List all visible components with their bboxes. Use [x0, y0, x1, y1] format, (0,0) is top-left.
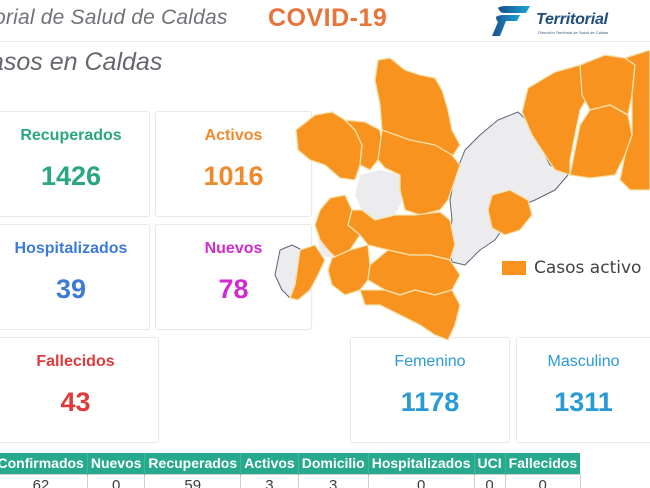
page-subtitle: asos en Caldas [0, 48, 163, 76]
column-header: UCI [474, 453, 506, 474]
territorial-logo: Territorial Dirección Territorial de Sal… [490, 4, 620, 38]
card-label: Activos [204, 127, 263, 144]
card-value: 39 [55, 274, 87, 304]
card-recuperados: Recuperados 1426 [0, 111, 150, 217]
card-value: 43 [60, 387, 91, 417]
card-label: Nuevos [204, 240, 263, 257]
map-region [377, 129, 461, 216]
card-label: Recuperados [20, 127, 122, 144]
logo-tagline: Dirección Territorial de Salud de Caldas [538, 30, 609, 35]
table-cell: 62 [0, 473, 88, 488]
card-hospitalizados: Hospitalizados 39 [0, 224, 150, 330]
table-cell: 3 [240, 473, 299, 488]
column-header: Nuevos [87, 453, 146, 474]
column-header: Hospitalizados [368, 453, 475, 474]
legend-swatch-icon [502, 261, 526, 275]
map-region [289, 244, 326, 301]
card-label: Hospitalizados [14, 240, 128, 257]
map-region [579, 54, 636, 116]
logo-text: Territorial [536, 11, 608, 28]
column-header: Confirmados [0, 453, 88, 474]
card-femenino: Femenino 1178 [350, 337, 510, 443]
map-region [347, 209, 456, 261]
column-header: Recuperados [144, 453, 242, 474]
card-value: 1426 [40, 161, 102, 191]
table-cell: 0 [473, 473, 506, 488]
map-legend: Casos activo [502, 258, 641, 278]
card-label: Femenino [394, 353, 466, 370]
table-cell: 3 [297, 473, 369, 488]
map-region [359, 289, 461, 341]
map-region [344, 119, 383, 171]
header-bar: orial de Salud de Caldas COVID-19 Territ… [0, 0, 650, 42]
card-label: Masculino [547, 353, 620, 370]
territorial-logo-icon [492, 6, 530, 36]
column-header: Domicilio [298, 453, 369, 474]
table-row: 62 0 59 3 3 0 0 0 [0, 473, 581, 488]
org-title: orial de Salud de Caldas [0, 6, 228, 29]
table-cell: 59 [144, 473, 242, 488]
card-fallecidos: Fallecidos 43 [0, 337, 159, 443]
card-masculino: Masculino 1311 [516, 337, 650, 443]
map-region [327, 244, 371, 296]
covid-title: COVID-19 [268, 4, 388, 32]
summary-table-container: Confirmados Nuevos Recuperados Activos D… [0, 453, 581, 488]
table-cell: 0 [367, 473, 475, 488]
column-header: Activos [240, 453, 299, 474]
legend-label: Casos activo [534, 258, 642, 278]
table-cell: 0 [504, 473, 581, 488]
map-region-inactive [355, 170, 405, 220]
table-cell: 0 [86, 473, 146, 488]
summary-table: Confirmados Nuevos Recuperados Activos D… [0, 453, 581, 488]
map-region [569, 104, 633, 179]
column-header: Fallecidos [505, 453, 581, 474]
card-activos: Activos 1016 [155, 111, 312, 217]
caldas-map[interactable] [270, 50, 650, 350]
card-value: 1178 [400, 387, 460, 417]
map-region [487, 189, 533, 236]
card-label: Fallecidos [36, 353, 115, 370]
card-value: 1016 [203, 161, 264, 191]
card-value: 1311 [554, 387, 613, 417]
card-value: 78 [218, 274, 249, 304]
map-region [619, 50, 650, 191]
table-header-row: Confirmados Nuevos Recuperados Activos D… [0, 453, 581, 474]
